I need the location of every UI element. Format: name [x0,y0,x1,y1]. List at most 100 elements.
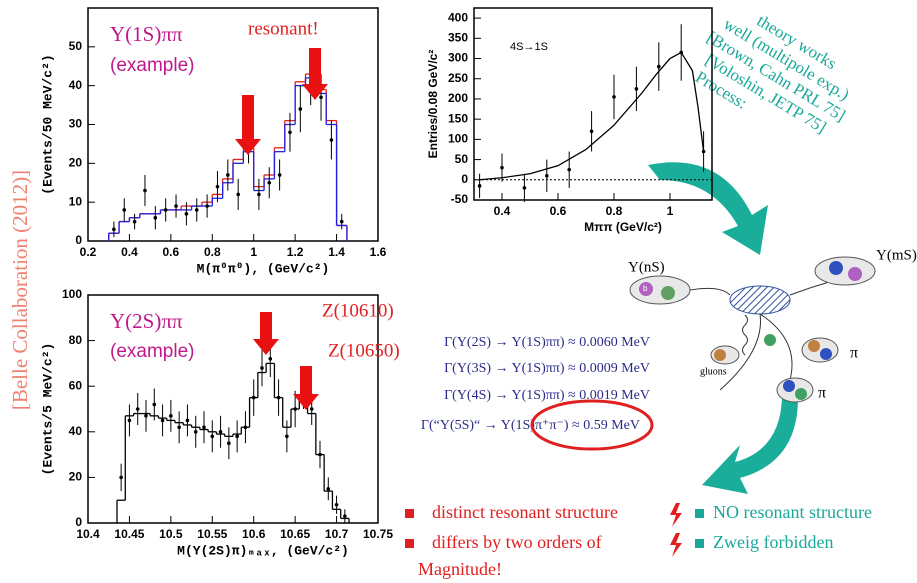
meson [629,275,691,305]
y-tick-label: 20 [69,156,83,170]
x-tick-label: 0.6 [163,245,180,259]
data-point [339,219,344,224]
bullet [405,539,414,548]
plot-frame [87,294,379,524]
x-tick-label: 1.4 [328,245,345,259]
x-tick-label: 1.6 [370,245,387,259]
data-point [276,395,281,400]
data-point [163,208,168,212]
data-point [318,452,322,457]
data-point [122,208,127,212]
data-point [334,502,339,507]
red-arrow [293,366,319,410]
data-point [277,173,282,177]
data-point [329,138,334,142]
y-tick-label: 10 [69,194,83,208]
data-point [701,149,706,154]
annotation: Υ(1S)ππ [110,22,183,46]
y-tick-label: 250 [448,71,468,85]
annotation: (example) [110,55,194,76]
y-tick-label: 0 [75,233,82,247]
annotation: 4S→1S [510,41,548,53]
x-tick-label: 10.45 [114,527,144,541]
quark [661,286,675,300]
y-tick-label: 30 [69,117,83,131]
data-point [589,129,594,134]
x-tick-label: 0.4 [121,245,138,259]
data-point [260,366,264,370]
process-arrow [648,162,768,255]
data-point [169,414,173,418]
bullet [695,509,704,518]
data-point [634,87,639,91]
x-tick-label: 0.8 [204,245,221,259]
lightning [670,533,682,557]
formula: Γ(Υ(2S) → Υ(1S)ππ) ≈ 0.0060 MeV [444,335,650,350]
data-point [309,407,314,411]
y-tick-label: -50 [451,192,469,206]
pion-label: π [850,345,858,362]
blob [729,285,791,315]
annotation: Z(10610) [322,300,394,321]
data-point [143,188,147,193]
data-point [268,357,273,361]
bullet-text: NO resonant structure [713,502,872,522]
quark [848,267,862,281]
data-point [174,204,178,208]
plot-frame [473,7,713,201]
data-point [202,425,206,430]
y-axis-label: (Events/5 MeV/c²) [40,343,55,476]
x-tick-label: 10.6 [242,527,266,541]
y-tick-label: 100 [448,132,468,146]
x-tick-label: 1 [667,204,674,218]
x-tick-label: 1 [250,245,257,259]
data-point [298,107,303,111]
fit-curve [479,51,705,181]
quark [808,340,820,352]
formula: Γ(Υ(4S) → Υ(1S)ππ) ≈ 0.0019 MeV [444,388,650,403]
x-axis-label: Mππ (GeV/c²) [584,220,662,234]
bullet-text: Magnitude! [418,559,502,579]
x-tick-label: 10.65 [280,527,310,541]
data-point [326,487,331,491]
x-tick-label: 10.5 [159,527,183,541]
bullet-text: differs by two orders of [432,532,602,552]
data-point [293,407,297,411]
feynman-diagram: Υ(nS) Υ(mS) gluons π π b [628,247,917,403]
data-point [522,186,527,190]
quark [783,380,795,392]
x-tick-label: 1.2 [287,245,304,259]
x-axis-label: M(π⁰π⁰), (GeV/c²) [197,261,330,276]
chart: 10.4 10.45 10.5 10.55 10.6 10.65 10.7 10.75 0 20 4… [40,287,399,558]
quark [829,261,843,275]
bullet-text: distinct resonant structure [432,502,618,522]
pion-label: π [818,385,826,402]
x-tick-label: 10.4 [76,527,100,541]
x-tick-label: 0.2 [80,245,97,259]
y-tick-label: 60 [69,378,83,392]
annotation: (example) [110,341,194,362]
data-point [184,212,189,216]
y-tick-label: 400 [448,10,468,24]
bullet [695,539,704,548]
y-tick-label: 40 [69,78,83,92]
final-state: Υ(mS) [876,247,917,263]
data-point [267,180,272,185]
data-point [612,95,616,99]
y-axis-label: Entries/0.08 GeV/c² [426,50,440,159]
side-label: [Belle Collaboration (2012)] [8,170,32,410]
data-point [226,173,230,177]
y-tick-label: 100 [62,287,82,301]
data-point [285,434,289,439]
x-tick-label: 0.4 [494,204,511,218]
bullets: distinct resonant structure differs by t… [405,502,872,579]
bullet-text: Zweig forbidden [713,532,833,552]
y-tick-label: 200 [448,91,468,105]
y-tick-label: 20 [69,470,83,484]
data-point [160,418,165,423]
annotation: Z(10650) [328,340,400,361]
bullet [405,509,414,518]
data-point [152,402,157,407]
quark-label: b [643,284,648,293]
